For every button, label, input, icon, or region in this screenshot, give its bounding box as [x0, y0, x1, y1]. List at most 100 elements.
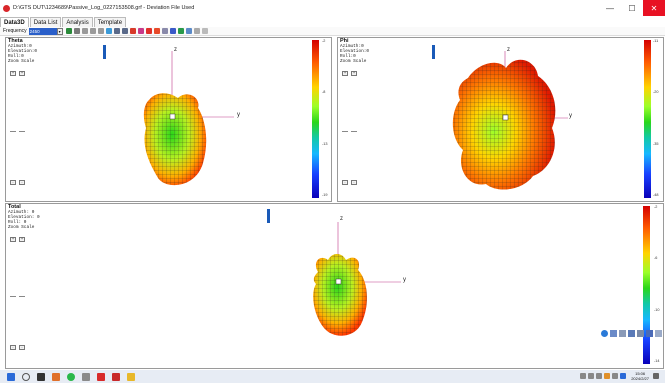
folder-icon[interactable]	[127, 372, 135, 381]
zoom-in-icon[interactable]	[113, 28, 120, 34]
ime-icon[interactable]	[620, 373, 627, 379]
network-icon[interactable]	[596, 373, 603, 379]
tab-analysis[interactable]: Analysis	[62, 17, 93, 27]
maximize-button[interactable]: ☐	[628, 3, 636, 13]
antenna-app-icon[interactable]	[112, 372, 120, 381]
battery-icon[interactable]	[588, 373, 595, 379]
zoom-down-button[interactable]: -	[10, 345, 16, 350]
zoom-up-button[interactable]: +	[19, 237, 25, 242]
tray-app-icon[interactable]	[604, 373, 611, 379]
skin-icon[interactable]	[646, 330, 653, 337]
clock[interactable]: 15:06 2024/2/27	[631, 371, 649, 381]
search-icon[interactable]	[22, 372, 30, 381]
azimuth-readout: Azimuth:0	[340, 44, 364, 49]
axis-icon[interactable]	[161, 28, 168, 34]
zoom-up-button[interactable]: +	[351, 71, 357, 76]
view-top-icon[interactable]	[97, 28, 104, 34]
file-explorer-icon[interactable]	[52, 372, 60, 381]
copy-icon[interactable]	[73, 28, 80, 34]
zoom-down-button[interactable]: -	[342, 180, 348, 185]
scale-tick: -11	[653, 39, 659, 43]
language-icon[interactable]	[610, 330, 617, 337]
color-scale-bar	[644, 40, 651, 198]
zoom-slider[interactable]	[351, 131, 357, 132]
radiation-pattern-3d	[143, 51, 234, 186]
orientation-info: Azimuth:0 Elevation:0 Roll:0 Zoom Scale	[340, 44, 369, 64]
rotate-icon[interactable]	[105, 28, 112, 34]
scale-tick: -35	[653, 142, 659, 146]
zoom-down-button[interactable]: -	[10, 180, 16, 185]
zoom-down-button[interactable]: -	[19, 345, 25, 350]
pen-icon[interactable]	[628, 330, 635, 337]
zoom-down-button[interactable]: -	[19, 180, 25, 185]
z-axis-label: z	[340, 216, 343, 222]
frequency-select[interactable]: 2450	[28, 27, 57, 35]
orientation-info: Azimuth:0 Elevation:0 Roll:0 Zoom Scale	[8, 44, 37, 64]
window-title: D:\GTS DUT\1234689\Passive_Log_022715350…	[13, 5, 195, 11]
roll-readout: Roll:0	[8, 54, 24, 59]
main-tabs: Data3D Data List Analysis Template	[0, 16, 127, 27]
browser-icon[interactable]	[67, 372, 75, 381]
app-icon[interactable]	[82, 372, 90, 381]
color-scale-bar	[643, 206, 650, 364]
curve-icon[interactable]	[185, 28, 192, 34]
scale-tick: -2	[654, 205, 658, 209]
notification-icon[interactable]	[653, 373, 659, 379]
title-bar: D:\GTS DUT\1234689\Passive_Log_022715350…	[0, 0, 665, 16]
punctuation-icon[interactable]	[619, 330, 626, 337]
toolbar: Frequency 2450 ▾	[0, 27, 665, 36]
azimuth-readout: Azimuth:0	[8, 44, 32, 49]
y-axis-label: y	[237, 112, 240, 118]
theta-panel: Theta Azimuth:0 Elevation:0 Roll:0 Zoom …	[5, 37, 332, 202]
chevron-down-icon[interactable]: ▾	[56, 27, 63, 35]
color-scale-bar	[312, 40, 319, 198]
windows-start-icon[interactable]	[7, 372, 15, 381]
color-map-icon[interactable]	[129, 28, 136, 34]
roll-readout: Roll: 0	[8, 220, 27, 225]
zoom-up-button[interactable]: +	[10, 237, 16, 242]
minimize-button[interactable]: —	[606, 3, 614, 13]
zoom-out-icon[interactable]	[121, 28, 128, 34]
refresh-icon[interactable]	[177, 28, 184, 34]
save-icon[interactable]	[65, 28, 72, 34]
antenna-marker-icon	[267, 209, 270, 223]
volume-icon[interactable]	[612, 373, 619, 379]
view-side-icon[interactable]	[89, 28, 96, 34]
zoom-slider[interactable]	[10, 296, 16, 297]
export-icon[interactable]	[169, 28, 176, 34]
scale-tick: -13	[322, 142, 328, 146]
zoom-slider[interactable]	[19, 131, 25, 132]
scale-tick: -6	[654, 256, 658, 260]
settings-icon[interactable]	[193, 28, 200, 34]
record-icon[interactable]	[145, 28, 152, 34]
tray-chevron-icon[interactable]	[580, 373, 587, 379]
azimuth-readout: Azimuth: 0	[8, 210, 35, 215]
clock-date: 2024/2/27	[631, 376, 649, 381]
panel-title: Phi	[340, 38, 349, 44]
task-view-icon[interactable]	[37, 372, 45, 381]
ime-logo-icon[interactable]	[601, 330, 608, 337]
zoom-up-button[interactable]: +	[342, 71, 348, 76]
total-panel: Total Azimuth: 0 Elevation: 0 Roll: 0 Zo…	[5, 203, 664, 369]
zoom-slider[interactable]	[342, 131, 348, 132]
help-icon[interactable]	[201, 28, 208, 34]
panel-title: Total	[8, 204, 21, 210]
zoom-slider[interactable]	[10, 131, 16, 132]
view-front-icon[interactable]	[81, 28, 88, 34]
mesh-icon[interactable]	[137, 28, 144, 34]
orientation-info: Azimuth: 0 Elevation: 0 Roll: 0 Zoom Sca…	[8, 210, 40, 230]
zoom-up-button[interactable]: +	[19, 71, 25, 76]
settings-icon[interactable]	[655, 330, 662, 337]
close-button[interactable]: ✕	[643, 0, 665, 16]
zoom-slider[interactable]	[19, 296, 25, 297]
zoom-scale-label: Zoom Scale	[340, 59, 367, 64]
keyboard-icon[interactable]	[637, 330, 644, 337]
stop-icon[interactable]	[153, 28, 160, 34]
wps-icon[interactable]	[97, 372, 105, 381]
zoom-down-button[interactable]: -	[351, 180, 357, 185]
tab-data3d[interactable]: Data3D	[0, 17, 29, 27]
taskbar: 15:06 2024/2/27	[0, 370, 665, 383]
tab-data-list[interactable]: Data List	[29, 17, 62, 27]
zoom-up-button[interactable]: +	[10, 71, 16, 76]
tab-template[interactable]: Template	[93, 17, 127, 27]
